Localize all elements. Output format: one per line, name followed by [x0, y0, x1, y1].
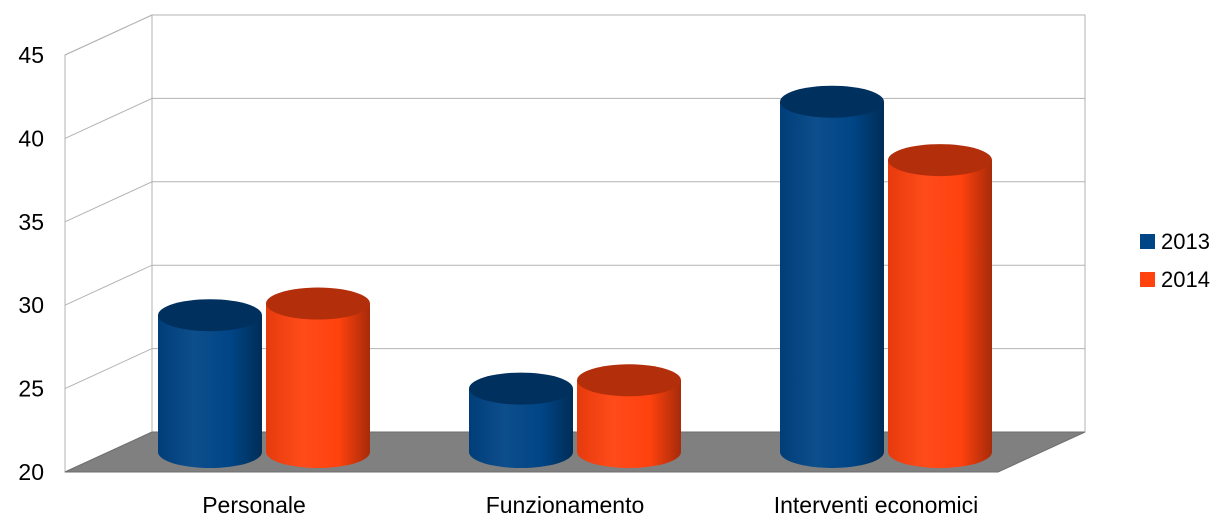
y-tick-label: 30	[18, 292, 44, 318]
bar-body	[577, 380, 681, 468]
y-tick-label: 45	[18, 42, 44, 68]
x-category-label: Funzionamento	[486, 492, 645, 518]
legend-item: 2014	[1140, 267, 1210, 292]
bar	[577, 364, 681, 468]
bar	[158, 299, 262, 468]
y-axis-tick-labels: 20 25 30 35 40 45	[18, 42, 44, 485]
legend-label: 2013	[1161, 229, 1210, 254]
gridline	[64, 14, 1085, 56]
y-tick-label: 40	[18, 125, 44, 151]
bar-body	[158, 315, 262, 468]
y-tick-label: 20	[18, 459, 44, 485]
bar	[266, 287, 370, 468]
bar-top	[266, 287, 370, 320]
legend-label: 2014	[1161, 267, 1210, 292]
y-tick-label: 25	[18, 376, 44, 402]
bar-body	[780, 101, 884, 468]
bar	[780, 85, 884, 468]
gridline	[64, 181, 1085, 223]
bar-top	[158, 299, 262, 332]
gridline	[64, 348, 1085, 390]
legend-swatch	[1140, 234, 1155, 249]
gridlines	[64, 14, 1085, 390]
x-axis-category-labels: Personale Funzionamento Interventi economi…	[202, 492, 978, 518]
bar	[888, 144, 992, 468]
bar-body	[266, 303, 370, 468]
bar-top	[888, 144, 992, 177]
bar-body	[469, 388, 573, 468]
gridline	[64, 97, 1085, 139]
x-category-label: Interventi economici	[774, 492, 979, 518]
bar-body	[888, 160, 992, 468]
legend: 2013 2014	[1140, 229, 1210, 292]
gridline	[64, 264, 1085, 306]
bar-top	[577, 364, 681, 397]
side-wall	[64, 14, 153, 473]
x-category-label: Personale	[202, 492, 306, 518]
bar-top	[469, 372, 573, 405]
bar-top	[780, 85, 884, 118]
legend-swatch	[1140, 272, 1155, 287]
bar-series	[158, 85, 992, 468]
bar	[469, 372, 573, 468]
legend-item: 2013	[1140, 229, 1210, 254]
y-tick-label: 35	[18, 209, 44, 235]
